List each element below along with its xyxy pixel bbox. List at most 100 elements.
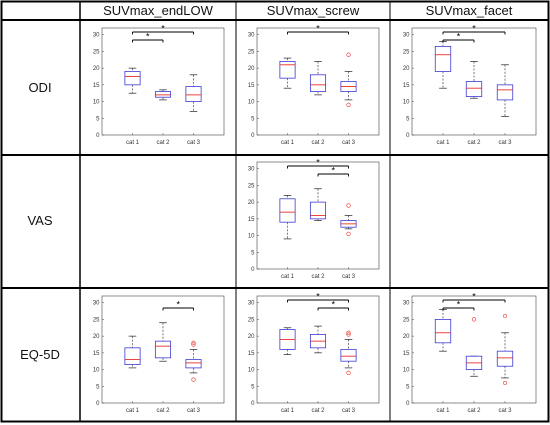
y-tick-label: 10 [403,100,410,106]
x-tick-label: cat 3 [342,274,356,280]
y-tick-label: 10 [248,234,255,240]
plot-frame [101,295,225,404]
boxplot-eq5d-suvmax-facet: 0 5 10 15 20 25 30 cat 1 cat 2 cat 3 * * [394,292,544,419]
box-iqr [185,86,202,102]
y-tick-label: 15 [248,217,255,223]
y-tick-label: 15 [403,351,410,357]
significance-star: * [457,32,461,42]
y-tick-label: 25 [93,317,100,323]
y-tick-label: 20 [248,200,255,206]
y-tick-label: 25 [403,49,410,55]
y-tick-label: 20 [93,334,100,340]
column-header-suvmax-screw: SUVmax_screw [266,3,360,18]
plot-frame [411,295,537,404]
y-tick-label: 30 [403,33,410,39]
box-iqr [434,319,452,344]
outlier-point [346,370,351,376]
significance-star: * [331,300,335,310]
y-tick-label: 30 [403,301,410,307]
row-label-eq5d: EQ-5D [20,347,60,362]
boxplot-odi-suvmax-facet: 0 5 10 15 20 25 30 cat 1 cat 2 cat 3 * * [394,24,544,151]
outlier-point [191,342,196,347]
x-tick-label: cat 1 [281,140,295,146]
box-iqr [340,349,357,362]
y-tick-label: 10 [93,100,100,106]
y-tick-label: 0 [406,133,410,139]
significance-star: * [316,158,320,168]
x-tick-label: cat 2 [467,408,481,414]
x-tick-label: cat 1 [436,408,450,414]
box-iqr [465,81,483,97]
x-tick-label: cat 1 [126,140,140,146]
box-iqr [154,91,172,98]
outlier-point [502,380,508,386]
box-iqr [185,359,202,369]
box-iqr [279,198,296,223]
outlier-point [346,332,351,337]
x-tick-label: cat 1 [126,408,140,414]
x-tick-label: cat 3 [498,408,512,414]
y-tick-label: 30 [248,301,255,307]
outlier-point [191,340,196,345]
boxplot-eq5d-suvmax-endlow: 0 5 10 15 20 25 30 cat 1 cat 2 cat 3 * [84,292,232,419]
y-tick-label: 10 [248,368,255,374]
significance-star: * [472,292,476,302]
x-tick-label: cat 2 [156,140,170,146]
column-header-suvmax-facet: SUVmax_facet [425,3,513,18]
x-tick-label: cat 2 [311,140,325,146]
x-tick-label: cat 3 [498,140,512,146]
y-tick-label: 5 [251,250,255,256]
y-tick-label: 25 [403,317,410,323]
box-iqr [434,45,452,72]
outlier-point [346,102,351,108]
outlier-point [346,203,351,208]
outlier-point [191,377,196,382]
y-tick-label: 15 [248,351,255,357]
y-tick-label: 5 [406,116,410,122]
boxplot-eq5d-suvmax-screw: 0 5 10 15 20 25 30 cat 1 cat 2 cat 3 * * [239,292,387,419]
significance-star: * [146,32,150,42]
boxplot-odi-suvmax-screw: 0 5 10 15 20 25 30 cat 1 cat 2 cat 3 * [239,24,387,151]
y-tick-label: 25 [248,49,255,55]
y-tick-label: 15 [93,351,100,357]
y-tick-label: 15 [248,83,255,89]
y-tick-label: 20 [248,334,255,340]
box-iqr [496,84,514,101]
y-tick-label: 15 [403,83,410,89]
y-tick-label: 5 [251,116,255,122]
y-tick-label: 25 [248,183,255,189]
x-tick-label: cat 1 [281,408,295,414]
x-tick-label: cat 3 [342,140,356,146]
boxplot-odi-suvmax-endlow: 0 5 10 15 20 25 30 cat 1 cat 2 cat 3 * * [84,24,232,151]
box-iqr [279,61,296,79]
x-tick-label: cat 3 [187,408,201,414]
significance-star: * [316,24,320,34]
y-tick-label: 15 [93,83,100,89]
row-label-odi: ODI [28,80,52,95]
y-tick-label: 25 [248,317,255,323]
significance-star: * [161,24,165,34]
y-tick-label: 30 [248,33,255,39]
y-tick-label: 30 [248,167,255,173]
outlier-point [502,313,508,319]
y-tick-label: 0 [251,401,255,407]
y-tick-label: 0 [96,133,100,139]
y-tick-label: 30 [93,301,100,307]
box-iqr [124,347,141,365]
y-tick-label: 20 [403,66,410,72]
box-iqr [496,350,514,367]
y-tick-label: 20 [248,66,255,72]
y-tick-label: 5 [96,116,100,122]
outlier-point [346,231,351,236]
y-tick-label: 10 [248,100,255,106]
box-iqr [309,201,327,220]
row-label-vas: VAS [27,213,53,228]
y-tick-label: 10 [403,368,410,374]
significance-star: * [457,300,461,310]
significance-star: * [472,24,476,34]
y-tick-label: 0 [251,133,255,139]
significance-star: * [316,292,320,302]
outlier-point [346,330,351,335]
y-tick-label: 30 [93,33,100,39]
